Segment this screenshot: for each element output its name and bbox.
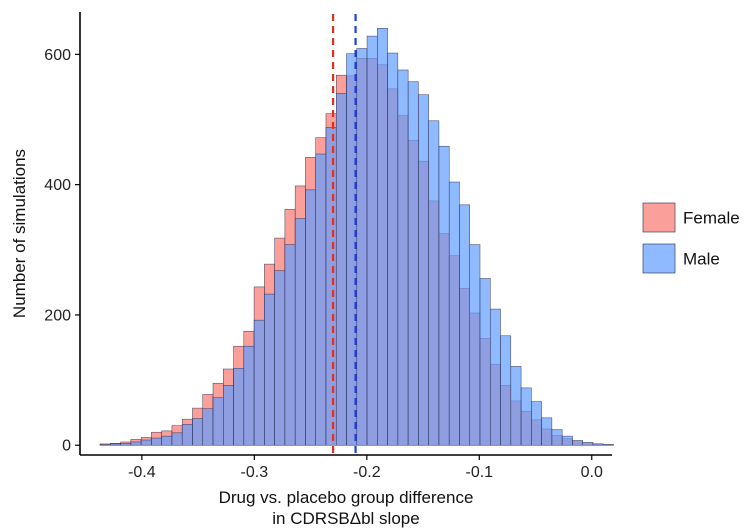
bar-male: [541, 417, 553, 446]
bar-male: [315, 153, 327, 446]
bar-male: [387, 52, 399, 446]
bar-male: [223, 385, 234, 446]
y-axis-title: Number of simulations: [10, 149, 29, 318]
bar-male: [448, 181, 460, 446]
bar-male: [490, 308, 501, 446]
bar-male: [151, 437, 162, 446]
bar-male: [469, 244, 481, 446]
bar-male: [284, 244, 296, 446]
bar-male: [181, 424, 193, 446]
x-tick-label: -0.1: [465, 464, 493, 481]
bar-male: [418, 94, 429, 446]
legend-item-male: Male: [642, 243, 720, 274]
legend-swatch-female: [642, 202, 676, 233]
legend-swatch-male: [642, 243, 676, 274]
legend: Female Male: [642, 202, 740, 274]
x-axis-title-line-2: in CDRSBΔbl slope: [272, 509, 419, 528]
bar-male: [582, 442, 594, 446]
bar-male: [253, 319, 265, 446]
bar-male: [520, 387, 532, 446]
x-axis-title-line-1: Drug vs. placebo group difference: [219, 488, 474, 507]
x-tick-label: -0.3: [241, 464, 269, 481]
bar-male: [510, 366, 522, 446]
bar-male: [459, 204, 470, 446]
legend-label-male: Male: [683, 250, 720, 269]
x-tick-label: -0.4: [128, 464, 156, 481]
y-tick-label: 400: [44, 177, 71, 194]
bar-male: [120, 443, 132, 446]
bar-male: [551, 429, 563, 446]
bar-male: [161, 435, 173, 446]
bar-male: [500, 335, 512, 446]
bar-male: [561, 435, 573, 446]
bar-male: [592, 443, 604, 446]
bar-male: [192, 418, 203, 446]
bar-male: [428, 120, 440, 446]
bar-male: [407, 81, 419, 446]
bars-layer: [99, 28, 614, 446]
bar-male: [110, 443, 121, 446]
bar-male: [140, 439, 152, 446]
bar-male: [335, 93, 347, 446]
bar-male: [130, 441, 142, 446]
bar-male: [202, 408, 214, 446]
bar-male: [438, 145, 450, 446]
x-tick-label: 0.0: [581, 464, 603, 481]
bar-male: [531, 401, 542, 446]
bar-male: [572, 440, 583, 446]
bar-male: [294, 218, 306, 446]
bar-male: [233, 368, 245, 446]
bar-male: [325, 127, 337, 446]
y-tick-label: 200: [44, 307, 71, 324]
legend-label-female: Female: [683, 209, 740, 228]
y-tick-label: 600: [44, 47, 71, 64]
bar-male: [274, 270, 286, 446]
bar-male: [356, 48, 368, 446]
bar-male: [171, 432, 183, 446]
bar-male: [377, 28, 388, 446]
axes-layer: 0 200 400 600 -0.4 -0.3 -0.2 -0.1 0.0 Drug vs. pl…: [10, 12, 612, 528]
bar-male: [397, 69, 409, 446]
bar-male: [366, 35, 378, 446]
bar-male: [212, 397, 224, 446]
bar-male: [99, 444, 111, 446]
bar-male: [243, 345, 255, 446]
series-male-bars: [99, 28, 614, 446]
y-tick-label: 0: [62, 438, 71, 455]
mean-lines-layer: [331, 14, 357, 455]
bar-male: [602, 444, 614, 446]
legend-item-female: Female: [642, 202, 740, 233]
bar-male: [264, 293, 275, 446]
bar-male: [479, 278, 491, 446]
bar-male: [305, 189, 316, 446]
x-tick-label: -0.2: [353, 464, 381, 481]
